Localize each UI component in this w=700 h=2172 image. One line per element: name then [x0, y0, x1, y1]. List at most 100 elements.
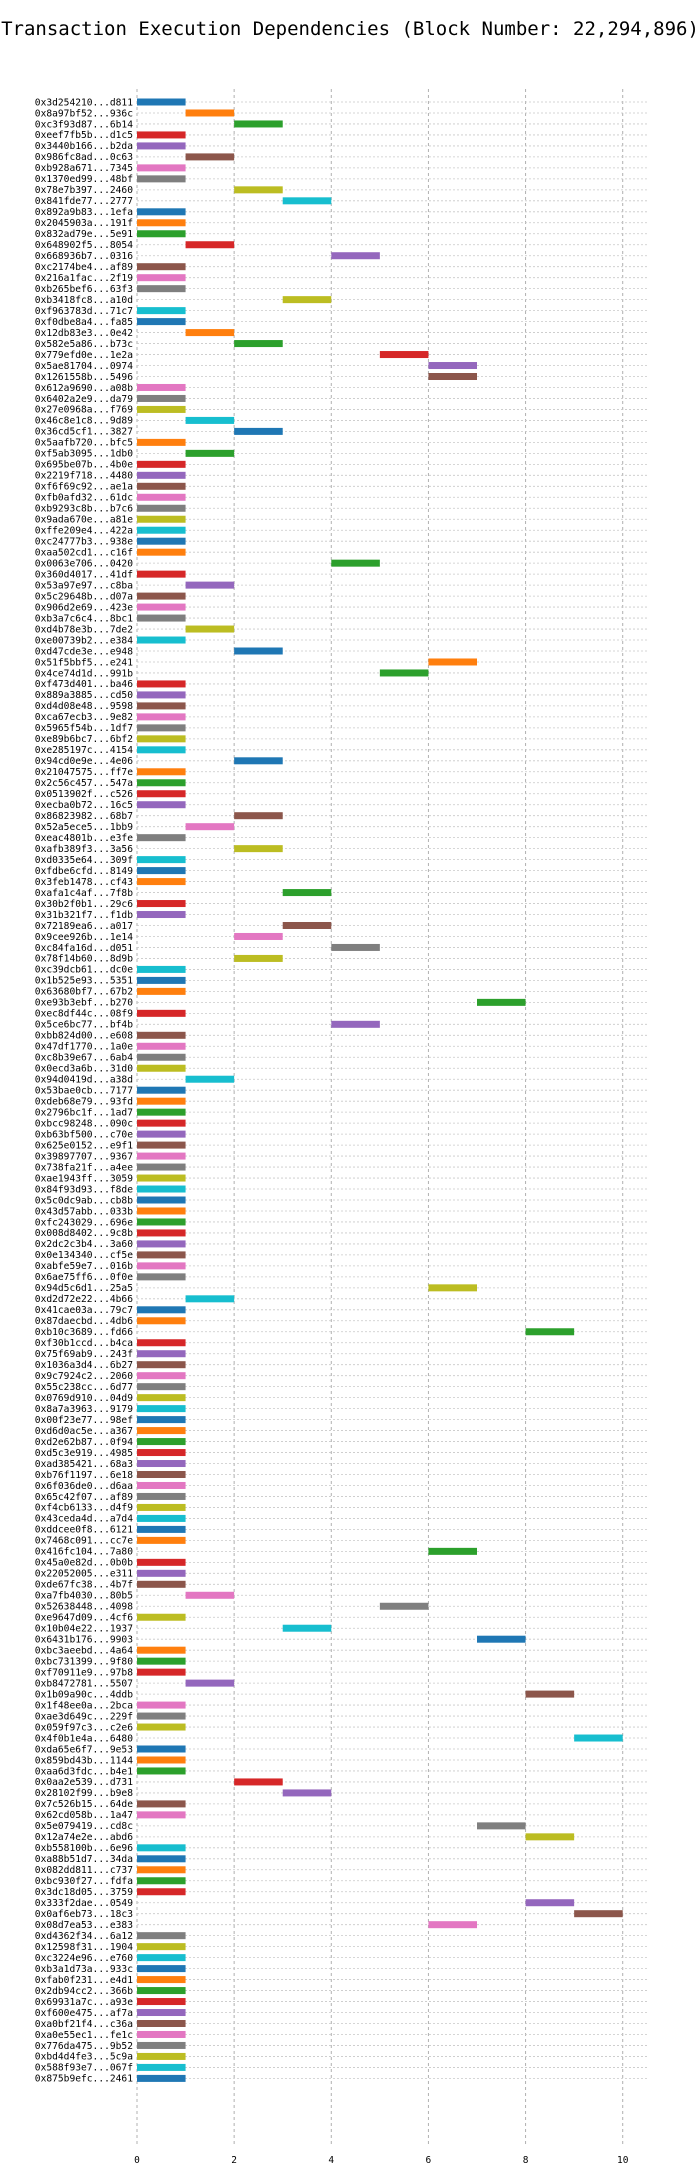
transaction-bar [137, 274, 186, 282]
transaction-bar [137, 1339, 186, 1347]
x-tick-label: 0 [134, 2155, 140, 2166]
y-tick-label: 0x2796bc1f...1ad7 [35, 1107, 133, 1118]
transaction-bar [137, 1987, 186, 1995]
x-tick-label: 8 [523, 2155, 529, 2166]
transaction-bar [185, 823, 235, 831]
transaction-bar [137, 1372, 186, 1380]
y-tick-label: 0xf70911e9...97b8 [35, 1667, 133, 1678]
y-tick-label: 0xd2e62b87...0f94 [35, 1437, 133, 1448]
y-tick-label: 0xd4d08e48...9598 [35, 701, 133, 712]
y-tick-label: 0x5aafb720...bfc5 [35, 438, 133, 449]
y-tick-label: 0x30b2f0b1...29c6 [35, 899, 133, 910]
y-tick-label: 0x8a7a3963...9179 [35, 1404, 133, 1415]
transaction-bar [137, 1745, 186, 1753]
transaction-bar [185, 1679, 235, 1687]
y-tick-label: 0x84f93d93...f8de [35, 1184, 133, 1195]
y-tick-label: 0xc2174be4...af89 [35, 262, 133, 273]
transaction-bar [137, 1108, 186, 1116]
y-tick-label: 0xf963783d...71c7 [35, 306, 133, 317]
transaction-bar [137, 1152, 186, 1160]
transaction-bar [137, 208, 186, 216]
y-tick-label: 0x875b9efc...2461 [35, 2074, 133, 2085]
y-tick-label: 0xb265bef6...63f3 [35, 284, 133, 295]
y-tick-label: 0xb3a7c6c4...8bc1 [35, 613, 133, 624]
transaction-bar [137, 987, 186, 995]
y-tick-label: 0x94d5c6d1...25a5 [35, 1283, 133, 1294]
transaction-bar [137, 164, 186, 172]
transaction-bar [137, 1097, 186, 1105]
transaction-bar [137, 1449, 186, 1457]
y-tick-label: 0x1370ed99...48bf [35, 174, 133, 185]
transaction-bar [137, 790, 186, 798]
y-tick-label: 0x1b09a90c...4ddb [35, 1689, 133, 1700]
y-tick-label: 0x00f23e77...98ef [35, 1415, 133, 1426]
y-tick-label: 0x008d8402...9c8b [35, 1228, 133, 1239]
y-tick-label: 0x4ce74d1d...991b [35, 668, 133, 679]
y-tick-label: 0xb10c3689...fd66 [35, 1327, 133, 1338]
y-tick-label: 0x53bae0cb...7177 [35, 1086, 133, 1097]
transaction-bar [137, 2009, 186, 2017]
y-tick-label: 0xc3224e96...e760 [35, 1953, 133, 1964]
y-tick-label: 0xfb0afd32...61dc [35, 493, 133, 504]
transaction-bar [137, 263, 186, 271]
y-tick-label: 0x12a74e2e...abd6 [35, 1832, 133, 1843]
y-tick-label: 0xbc930f27...fdfa [35, 1876, 133, 1887]
transaction-bar [379, 1602, 429, 1610]
transaction-bar [185, 449, 235, 457]
y-tick-label: 0xecba0b72...16c5 [35, 800, 133, 811]
y-tick-label: 0x0513902f...c526 [35, 789, 133, 800]
y-tick-label: 0x63680bf7...67b2 [35, 987, 133, 998]
y-tick-label: 0x1b525e93...5351 [35, 976, 133, 987]
y-tick-label: 0x94d0419d...a38d [35, 1075, 133, 1086]
x-tick-label: 4 [328, 2155, 334, 2166]
transaction-bar [137, 1503, 186, 1511]
transaction-bar [137, 1207, 186, 1215]
transaction-bar [137, 1185, 186, 1193]
y-tick-label: 0x6431b176...9903 [35, 1635, 133, 1646]
transaction-bar [137, 526, 186, 534]
transaction-bar [185, 241, 235, 249]
transaction-bar [137, 1756, 186, 1764]
transaction-bar [137, 1460, 186, 1468]
transaction-bar [137, 592, 186, 600]
transaction-bar [137, 856, 186, 864]
y-tick-label: 0x416fc104...7a80 [35, 1547, 133, 1558]
transaction-bar [137, 1954, 186, 1962]
transaction-bar [137, 713, 186, 721]
y-tick-label: 0xf473d401...ba46 [35, 679, 133, 690]
y-tick-label: 0xabfe59e7...016b [35, 1261, 133, 1272]
transaction-bar [137, 1064, 186, 1072]
y-tick-label: 0xbc731399...9f80 [35, 1656, 133, 1667]
transaction-bar [137, 548, 186, 556]
y-tick-label: 0x776da475...9b52 [35, 2041, 133, 2052]
transaction-bar [525, 1899, 575, 1907]
transaction-bar [137, 1053, 186, 1061]
y-tick-label: 0x738fa21f...a4ee [35, 1162, 133, 1173]
transaction-bar [137, 2020, 186, 2027]
transaction-bar [137, 2052, 186, 2060]
y-tick-label: 0xc39dcb61...dc0e [35, 965, 133, 976]
transaction-bar [137, 1657, 186, 1665]
transaction-bar [137, 570, 186, 578]
y-tick-label: 0xddcee0f8...6121 [35, 1525, 133, 1536]
transaction-bar [137, 1240, 186, 1248]
transaction-bar [137, 438, 186, 446]
transaction-bar [137, 1350, 186, 1358]
y-tick-label: 0x53a97e97...c8ba [35, 580, 133, 591]
y-tick-label: 0x69931a7c...a93e [35, 1997, 133, 2008]
transaction-bar [137, 1965, 186, 1973]
y-tick-label: 0x78f14b60...8d9b [35, 954, 133, 965]
y-tick-label: 0x5e079419...cd8c [35, 1821, 133, 1832]
transaction-bar [331, 1020, 380, 1028]
transaction-bar [137, 878, 186, 886]
transaction-bar [234, 845, 283, 853]
y-tick-label: 0xbc3aeebd...4a64 [35, 1645, 133, 1656]
y-tick-label: 0x3feb1478...cf43 [35, 877, 133, 888]
transaction-bar [137, 636, 186, 644]
y-tick-label: 0x0063e706...0420 [35, 558, 133, 569]
transaction-bar [137, 2074, 186, 2082]
y-tick-label: 0xeac4801b...e3fe [35, 833, 133, 844]
y-tick-label: 0x8a97bf52...936c [35, 108, 133, 119]
y-tick-label: 0x5ae81704...0974 [35, 361, 133, 372]
transaction-bar [137, 1119, 186, 1127]
